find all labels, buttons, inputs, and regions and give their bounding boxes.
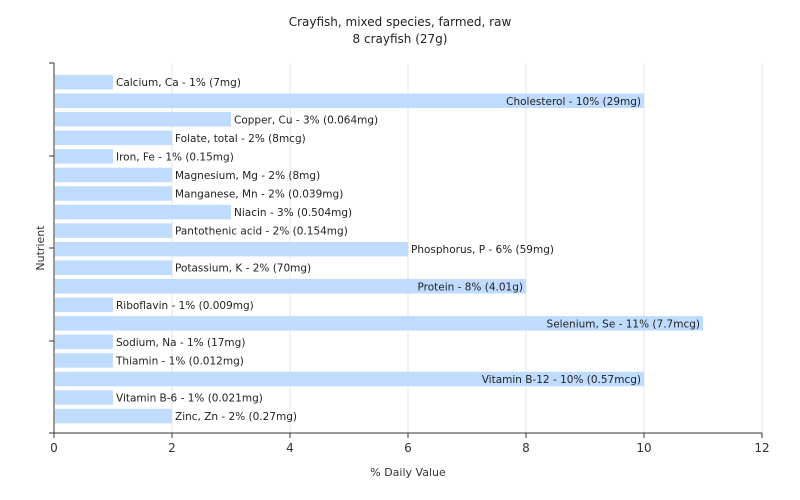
bar [55, 260, 172, 275]
bar-label: Phosphorus, P - 6% (59mg) [411, 244, 554, 256]
bar [55, 334, 113, 350]
bar-label: Sodium, Na - 1% (17mg) [116, 337, 245, 349]
x-tick-label: 4 [286, 441, 294, 455]
bar [55, 371, 644, 387]
bar-label: Vitamin B-12 - 10% (0.57mcg) [482, 374, 641, 386]
bar-label: Potassium, K - 2% (70mg) [175, 263, 311, 275]
bar-label: Protein - 8% (4.01g) [417, 281, 523, 293]
bar [55, 74, 113, 90]
x-axis-title: % Daily Value [370, 466, 446, 479]
bar [55, 112, 231, 127]
bar-label: Manganese, Mn - 2% (0.039mg) [175, 189, 343, 201]
x-tick-label: 2 [168, 441, 176, 455]
bar [55, 408, 172, 424]
axes: 0 2 4 6 8 10 12 [49, 62, 770, 455]
bar [55, 93, 644, 108]
bar [55, 390, 113, 405]
bar [55, 223, 172, 238]
x-tick-label: 10 [636, 441, 651, 455]
x-tick-label: 12 [754, 441, 769, 455]
bar-label: Pantothenic acid - 2% (0.154mg) [175, 226, 348, 238]
bar-label: Copper, Cu - 3% (0.064mg) [234, 114, 378, 126]
bar-label: Folate, total - 2% (8mcg) [175, 133, 306, 145]
bar [55, 241, 408, 257]
bar-label: Thiamin - 1% (0.012mg) [115, 355, 244, 367]
bar [55, 353, 113, 368]
x-tick-label: 8 [522, 441, 530, 455]
y-axis-title: Nutrient [34, 225, 47, 271]
bar [55, 297, 113, 313]
bar [55, 130, 172, 146]
chart-title: Crayfish, mixed species, farmed, raw [288, 15, 512, 29]
bar-label: Riboflavin - 1% (0.009mg) [116, 300, 254, 312]
bar-labels: Calcium, Ca - 1% (7mg) Cholesterol - 10% … [115, 77, 700, 423]
bar [55, 167, 172, 183]
x-tick-label: 6 [404, 441, 412, 455]
bar-label: Selenium, Se - 11% (7.7mcg) [547, 318, 700, 330]
x-tick-label: 0 [50, 441, 58, 455]
bar-label: Magnesium, Mg - 2% (8mg) [175, 170, 320, 182]
chart-subtitle: 8 crayfish (27g) [352, 32, 448, 46]
bar [55, 316, 703, 331]
bar-label: Vitamin B-6 - 1% (0.021mg) [116, 393, 263, 405]
bar-label: Calcium, Ca - 1% (7mg) [116, 77, 241, 89]
bar-label: Iron, Fe - 1% (0.15mg) [116, 151, 234, 163]
bar [55, 149, 113, 164]
bar [55, 204, 231, 220]
bar-label: Niacin - 3% (0.504mg) [234, 207, 352, 219]
bar-label: Cholesterol - 10% (29mg) [506, 96, 641, 108]
bars [55, 74, 703, 424]
bar-label: Zinc, Zn - 2% (0.27mg) [175, 411, 297, 423]
bar [55, 186, 172, 201]
bar [55, 279, 526, 294]
